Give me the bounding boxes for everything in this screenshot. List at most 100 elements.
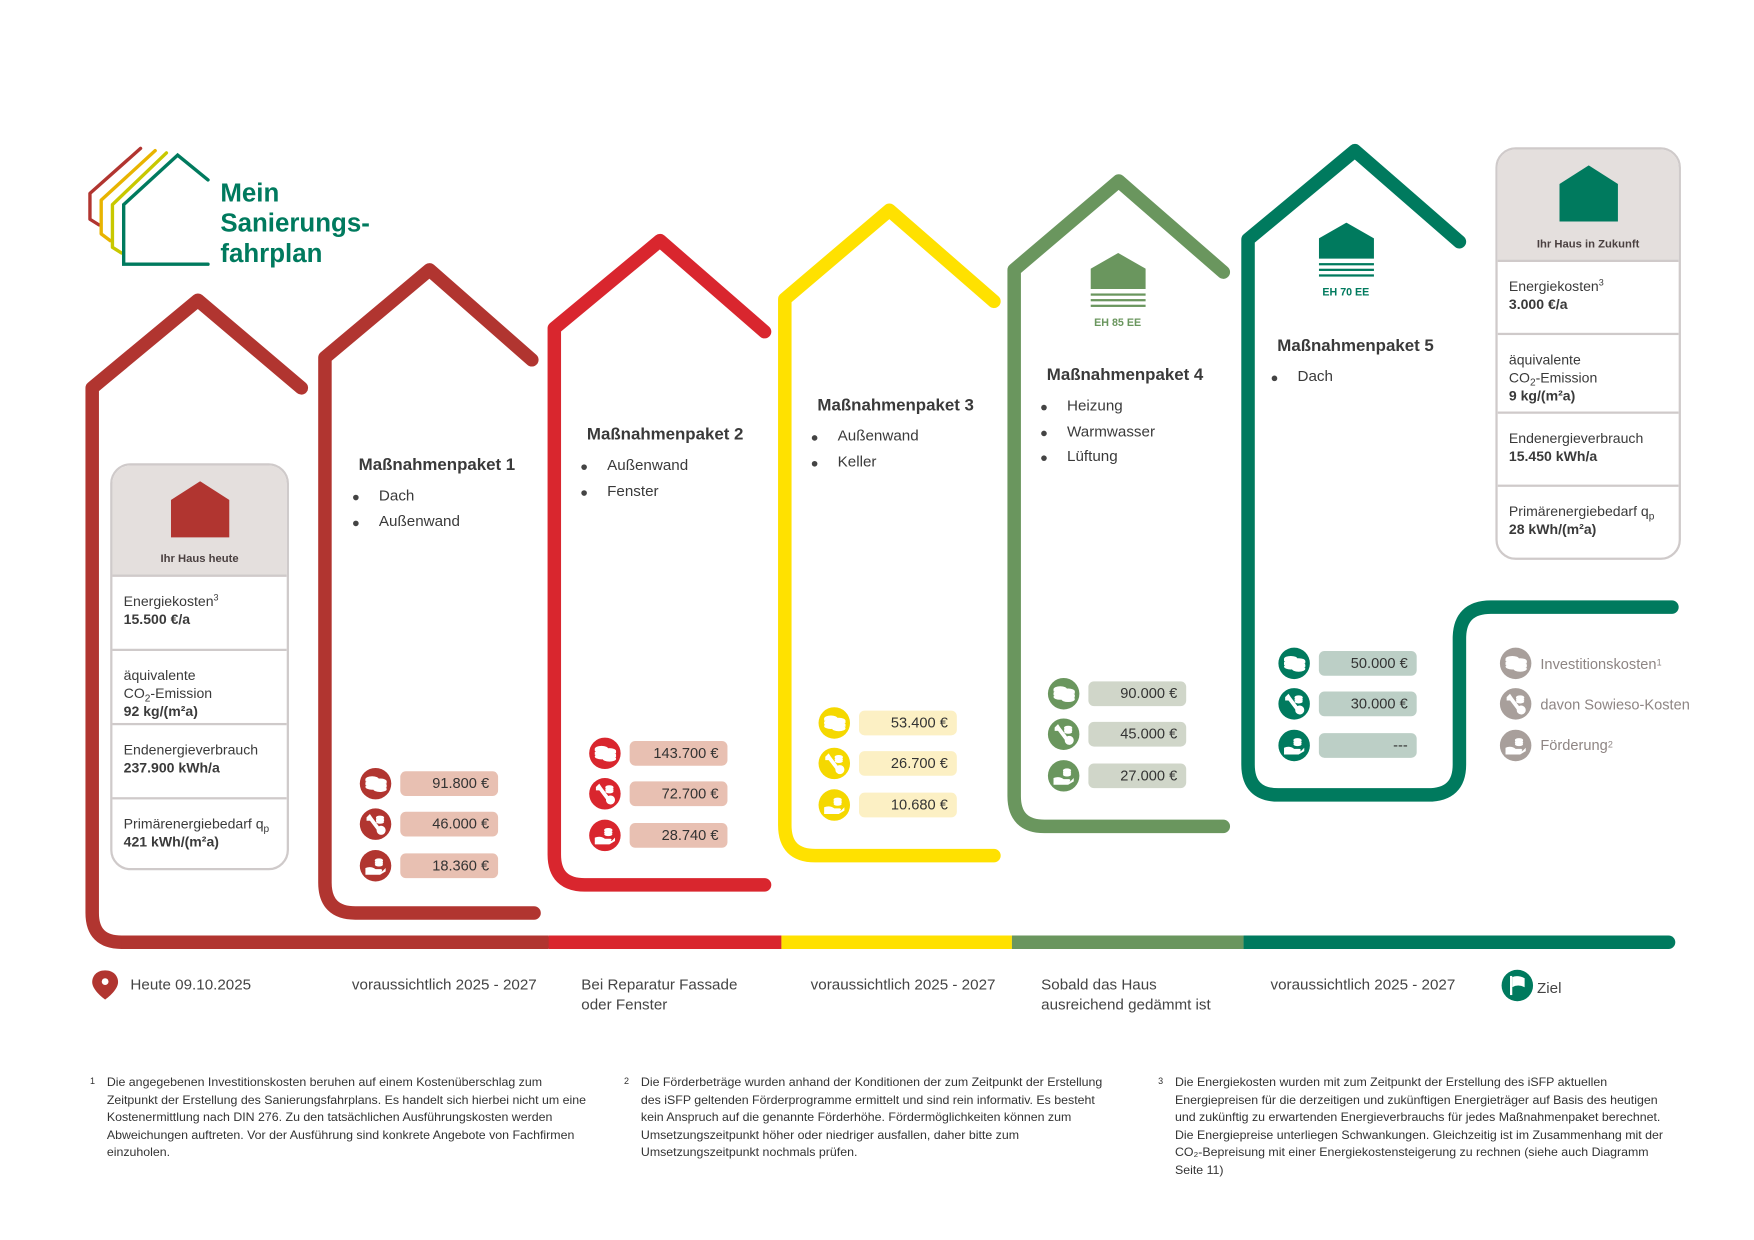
cost-value: 27.000 € <box>1088 762 1187 788</box>
legend-label: Investitionskosten <box>1540 654 1657 672</box>
today-metric-value: 15.500 €/a <box>123 611 191 628</box>
future-metric-row: Primärenergiebedarf qp 28 kWh/(m²a) <box>1498 487 1679 558</box>
cost-row-funding: 18.360 € <box>359 848 499 882</box>
package-title: Maßnahmenpaket 1 <box>358 455 516 475</box>
today-house-icon <box>170 481 229 543</box>
timeline-timing-label: Bei Reparatur Fassade oder Fenster <box>581 975 738 1014</box>
cost-row-sowieso: 26.700 € <box>818 747 957 781</box>
package-measures-list: Dach Außenwand <box>353 483 516 534</box>
efficiency-badge: EH 85 EE <box>1078 252 1157 329</box>
footnote-text: Die Förderbeträge wurden anhand der Kond… <box>640 1076 1103 1160</box>
timeline-timing-label: voraussichtlich 2025 - 2027 <box>1270 975 1456 993</box>
footnote-text: Die Energiekosten wurden mit zum Zeitpun… <box>1174 1076 1664 1177</box>
house-package-4-outline <box>1007 174 1231 834</box>
efficiency-badge: EH 70 EE <box>1307 222 1386 299</box>
cost-value: --- <box>1318 732 1417 758</box>
timeline-bar <box>121 935 1676 949</box>
future-house-summary: Ihr Haus in Zukunft Energiekosten3 3.000 €… <box>1495 147 1681 560</box>
package-title: Maßnahmenpaket 2 <box>586 425 744 445</box>
metric-label-text: Energiekosten <box>123 593 214 610</box>
cost-row-sowieso: 30.000 € <box>1278 687 1417 721</box>
cost-row-funding: 10.680 € <box>818 788 957 822</box>
future-metric-row: Energiekosten3 3.000 €/a <box>1497 262 1679 336</box>
footnote-number: 1 <box>89 1076 95 1087</box>
hand-coins-icon <box>589 819 621 851</box>
legend-item: davon Sowieso-Kosten <box>1499 687 1690 721</box>
cost-value: 10.680 € <box>859 792 957 817</box>
package-measures-list: Außenwand Keller <box>811 424 974 475</box>
cost-value: 28.740 € <box>629 822 728 848</box>
package-title: Maßnahmenpaket 5 <box>1277 336 1434 356</box>
hand-coins-icon <box>818 788 851 821</box>
metric-label-text: CO <box>1508 369 1530 386</box>
legend-label: davon Sowieso-Kosten <box>1540 695 1690 713</box>
cost-row-funding: --- <box>1278 728 1417 762</box>
house-package-3-outline <box>778 203 1001 863</box>
future-metric-row: äquivalente CO2-Emission 9 kg/(m²a) <box>1497 335 1679 414</box>
package-measure-item: Keller <box>811 449 974 474</box>
metric-label-sub: 2 <box>144 692 151 704</box>
cost-row-investment: 53.400 € <box>818 706 957 740</box>
house-package-5-outline <box>1241 143 1679 802</box>
cost-value: 53.400 € <box>859 710 957 736</box>
cost-row-sowieso: 45.000 € <box>1047 718 1187 752</box>
coins-icon <box>1047 677 1080 710</box>
package-measure-item: Warmwasser <box>1041 419 1204 444</box>
package-measure-item: Lüftung <box>1041 444 1204 469</box>
hand-coins-icon <box>359 849 392 882</box>
timeline-timing-label: voraussichtlich 2025 - 2027 <box>351 975 537 993</box>
package-measure-item: Dach <box>353 483 516 508</box>
package-measure-item: Dach <box>1271 364 1434 389</box>
metric-label-text: Endenergieverbrauch <box>123 742 259 758</box>
package-measure-item: Heizung <box>1041 394 1204 419</box>
footnote-ref: 3 <box>213 592 219 603</box>
wrench-coins-icon <box>1047 718 1080 751</box>
timeline-goal-label: Ziel <box>1537 979 1562 997</box>
today-metric-label: Energiekosten3 <box>124 593 276 611</box>
wrench-coins-icon <box>818 748 851 780</box>
today-header: Ihr Haus heute <box>112 465 287 577</box>
future-metric-value: 28 kWh/(m²a) <box>1508 521 1597 538</box>
future-metric-label-pre: äquivalente <box>1508 351 1581 368</box>
wrench-coins-icon <box>1278 688 1310 720</box>
hand-coins-icon <box>1047 759 1080 792</box>
timeline-timing-label: voraussichtlich 2025 - 2027 <box>810 975 996 993</box>
today-metric-row: Primärenergiebedarf qp 421 kWh/(m²a) <box>112 799 286 868</box>
cost-value: 45.000 € <box>1088 722 1187 747</box>
metric-label-text: Primärenergiebedarf q <box>1508 503 1649 520</box>
wrench-coins-icon <box>589 778 621 810</box>
today-metric-label-pre: äquivalente <box>123 667 196 684</box>
metric-label-sub: p <box>263 823 270 835</box>
metric-label-after: -Emission <box>150 685 213 702</box>
coins-icon <box>818 707 851 739</box>
footnote: 1 Die angegebenen Investitionskosten beru… <box>90 1075 596 1162</box>
hand-coins-icon <box>1499 729 1532 761</box>
footnote: 2 Die Förderbeträge wurden anhand der Kon… <box>624 1075 1119 1162</box>
today-metric-label: CO2-Emission <box>124 685 276 703</box>
future-metric-label: Energiekosten3 <box>1509 278 1668 296</box>
legend-item: Investitionskosten 1 <box>1499 647 1662 681</box>
cost-value: 26.700 € <box>859 751 957 777</box>
coins-icon <box>1278 647 1310 680</box>
future-house-icon <box>1558 165 1618 227</box>
package-measure-item: Außenwand <box>811 424 974 449</box>
metric-label-after: -Emission <box>1535 369 1598 386</box>
goal-flag-icon <box>1501 969 1534 1007</box>
today-metric-row: äquivalente CO2-Emission 92 kg/(m²a) <box>112 651 287 726</box>
house-today-outline <box>85 293 553 949</box>
cost-value: 18.360 € <box>400 852 499 878</box>
timeline-start-label: Heute 09.10.2025 <box>130 975 252 993</box>
cost-value: 50.000 € <box>1318 651 1417 676</box>
metric-label-text: CO <box>123 685 145 702</box>
footnote-ref: 3 <box>1598 277 1604 288</box>
efficiency-house-icon <box>1318 222 1385 285</box>
future-metric-value: 3.000 €/a <box>1508 296 1568 313</box>
package-4-content: Maßnahmenpaket 4 Heizung Warmwasser Lüftung <box>1041 365 1204 469</box>
future-header: Ihr Haus in Zukunft <box>1497 149 1679 262</box>
footnote-text: Die angegebenen Investitionskosten beruh… <box>106 1076 587 1160</box>
logo-icon <box>88 146 210 266</box>
future-metric-label: Endenergieverbrauch <box>1509 430 1668 448</box>
future-metric-label: Primärenergiebedarf qp <box>1509 503 1668 521</box>
